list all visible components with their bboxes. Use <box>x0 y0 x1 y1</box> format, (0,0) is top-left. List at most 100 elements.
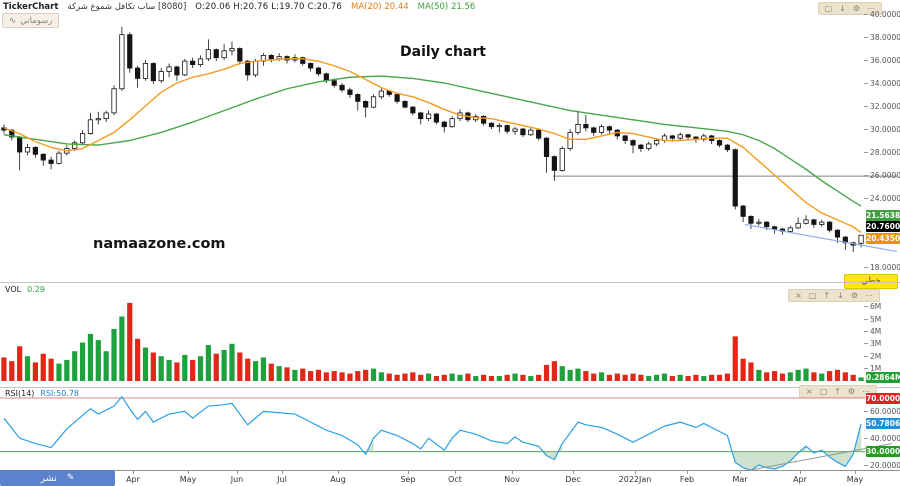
candle[interactable] <box>551 156 557 171</box>
volume-bar[interactable] <box>795 369 801 381</box>
rsi-pane[interactable] <box>0 388 900 470</box>
pane-divider[interactable] <box>0 282 900 283</box>
volume-bar[interactable] <box>496 376 502 381</box>
volume-bar[interactable] <box>315 369 322 381</box>
candle[interactable] <box>166 66 172 72</box>
more-icon[interactable]: ⋯ <box>867 3 875 13</box>
volume-bar[interactable] <box>103 351 109 381</box>
volume-bar[interactable] <box>661 373 668 381</box>
volume-bar[interactable] <box>559 366 565 381</box>
candle[interactable] <box>32 146 38 155</box>
volume-bar[interactable] <box>638 374 644 381</box>
candle[interactable] <box>315 67 322 75</box>
candle[interactable] <box>24 146 31 153</box>
volume-bar[interactable] <box>135 338 141 381</box>
candle[interactable] <box>858 234 864 244</box>
candle[interactable] <box>575 124 581 133</box>
volume-bar[interactable] <box>685 376 691 381</box>
candle[interactable] <box>229 48 235 52</box>
volume-bar[interactable] <box>142 347 149 381</box>
volume-bar[interactable] <box>528 376 534 381</box>
candle[interactable] <box>276 56 282 60</box>
my-drawings-button[interactable]: ∿ رسوماتي <box>2 13 60 28</box>
candle[interactable] <box>740 205 746 217</box>
volume-bar[interactable] <box>79 342 86 381</box>
volume-bar[interactable] <box>410 372 416 381</box>
close-icon[interactable]: × <box>795 290 802 300</box>
more-icon[interactable]: ⋯ <box>862 386 870 396</box>
candle[interactable] <box>638 144 644 149</box>
move-up-icon[interactable]: ↑ <box>823 290 831 300</box>
volume-bar[interactable] <box>363 369 369 381</box>
volume-bar[interactable] <box>481 374 487 381</box>
volume-bar[interactable] <box>158 356 164 381</box>
candle[interactable] <box>355 94 361 102</box>
candle[interactable] <box>795 222 801 229</box>
volume-bar[interactable] <box>803 368 809 381</box>
volume-bar[interactable] <box>646 376 652 381</box>
candle[interactable] <box>622 135 628 141</box>
volume-bar[interactable] <box>72 351 78 381</box>
volume-bar[interactable] <box>245 358 251 381</box>
volume-bar[interactable] <box>95 340 101 381</box>
candle[interactable] <box>79 133 86 144</box>
ma50-line[interactable] <box>3 75 862 207</box>
candle[interactable] <box>363 101 369 108</box>
move-down-icon[interactable]: ↓ <box>839 3 846 13</box>
volume-bar[interactable] <box>622 374 628 381</box>
volume-bar[interactable] <box>457 374 463 381</box>
candle[interactable] <box>111 88 117 114</box>
volume-bar[interactable] <box>166 359 172 381</box>
volume-bar[interactable] <box>858 377 864 381</box>
candle[interactable] <box>756 221 762 224</box>
volume-bar[interactable] <box>779 373 786 381</box>
volume-bar[interactable] <box>756 369 762 381</box>
candle[interactable] <box>370 96 377 108</box>
volume-bar[interactable] <box>355 371 361 381</box>
candle[interactable] <box>630 140 636 146</box>
volume-bar[interactable] <box>441 374 447 381</box>
candle[interactable] <box>339 84 345 91</box>
candle[interactable] <box>308 63 314 69</box>
volume-bar[interactable] <box>119 316 125 381</box>
candle[interactable] <box>827 221 833 231</box>
maximize-icon[interactable]: ▢ <box>824 3 833 13</box>
volume-bar[interactable] <box>669 376 675 381</box>
candle[interactable] <box>394 94 400 102</box>
volume-bar[interactable] <box>433 376 440 381</box>
volume-bar[interactable] <box>567 369 573 381</box>
volume-bar[interactable] <box>64 359 70 381</box>
volume-bar[interactable] <box>276 366 282 381</box>
volume-bar[interactable] <box>764 372 770 381</box>
candle[interactable] <box>237 48 243 62</box>
candle[interactable] <box>95 118 101 121</box>
candle[interactable] <box>418 112 424 120</box>
volume-bar[interactable] <box>732 336 738 381</box>
volume-bar[interactable] <box>1 357 7 381</box>
volume-bar[interactable] <box>370 368 377 381</box>
trendline[interactable] <box>744 223 898 253</box>
volume-bar[interactable] <box>331 371 337 381</box>
candle[interactable] <box>142 63 149 79</box>
volume-bar[interactable] <box>402 373 408 381</box>
candle[interactable] <box>72 142 78 149</box>
volume-bar[interactable] <box>418 374 424 381</box>
volume-bar[interactable] <box>709 374 715 381</box>
candle[interactable] <box>543 137 550 157</box>
volume-bar[interactable] <box>536 374 542 381</box>
candle[interactable] <box>213 49 219 59</box>
volume-bar[interactable] <box>701 376 707 381</box>
volume-bar[interactable] <box>748 362 754 381</box>
volume-bar[interactable] <box>543 364 550 381</box>
volume-bar[interactable] <box>17 346 23 381</box>
volume-bar[interactable] <box>473 376 479 381</box>
candle[interactable] <box>536 129 542 139</box>
candle[interactable] <box>732 149 738 207</box>
volume-bar[interactable] <box>677 374 683 381</box>
volume-bar[interactable] <box>591 373 597 381</box>
volume-bar[interactable] <box>827 371 833 381</box>
candle[interactable] <box>528 129 534 136</box>
volume-bar[interactable] <box>598 372 605 381</box>
candle[interactable] <box>583 124 589 129</box>
volume-bar[interactable] <box>512 373 518 381</box>
